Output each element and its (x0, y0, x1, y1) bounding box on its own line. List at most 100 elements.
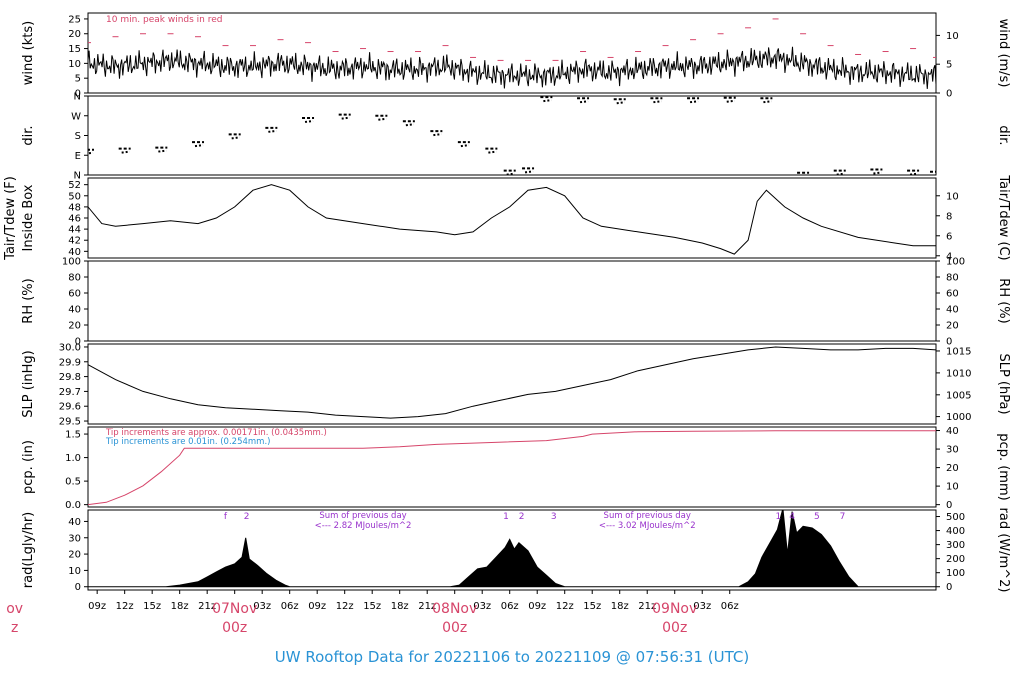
wind-dir-point (543, 99, 552, 103)
date-label-day: 07Nov (212, 601, 257, 617)
temp-ytick-right-label: 10 (946, 191, 959, 202)
rad-ytick-label: 20 (68, 550, 81, 561)
rad-ytick-label: 40 (68, 517, 81, 528)
rh-ytick-right-label: 20 (946, 321, 959, 332)
wind-dir-point (231, 136, 240, 140)
temp-ytick-label: 50 (68, 191, 81, 202)
time-tick-label: 09z (528, 601, 546, 612)
rh-ytick-right-label: 100 (946, 257, 965, 268)
wind-dir-point (616, 101, 625, 105)
rad-marker-label: 5 (814, 512, 820, 522)
wind-dir-point (506, 172, 515, 175)
dir-ylabel: dir. (21, 125, 36, 145)
pcp-ylabel: pcp. (in) (21, 440, 36, 494)
dir-panel-frame (87, 95, 937, 176)
slp-ytick-right-label: 1015 (946, 346, 971, 357)
rad-panel-frame (87, 509, 937, 591)
temp-ytick-right-label: 8 (946, 211, 952, 222)
wind-dir-point (304, 119, 314, 123)
rh-ytick-right-label: 0 (946, 337, 952, 348)
time-tick-label: 06z (721, 601, 739, 612)
rh-ytick-label: 100 (62, 257, 81, 268)
time-tick-label: 06z (501, 601, 519, 612)
rad-ytick-label: 0 (75, 582, 81, 593)
temp-ylabel-right: Tair/Tdew (C) (996, 174, 1011, 260)
temp-ytick-label: 46 (68, 214, 81, 225)
time-tick-label: 12z (556, 601, 574, 612)
wind-dir-point (341, 116, 350, 120)
slp-ytick-label: 29.5 (59, 417, 81, 428)
wind-ytick-label: 15 (68, 44, 81, 55)
rad-ytick-label: 30 (68, 533, 81, 544)
time-tick-label: 21z (198, 601, 216, 612)
rh-ytick-right-label: 40 (946, 305, 959, 316)
radiation-area (88, 510, 936, 588)
wind-ytick-label: 20 (68, 29, 81, 40)
dir-ylabel-right: dir. (996, 125, 1011, 145)
slp-line (88, 346, 936, 419)
rh-ytick-right-label: 60 (946, 289, 959, 300)
wind-ytick-right-label: 5 (946, 60, 952, 71)
date-label-zulu: z (11, 620, 18, 636)
time-tick-label: 21z (418, 601, 436, 612)
temp-plot-area (88, 184, 936, 255)
rh-ytick-right-label: 80 (946, 273, 959, 284)
pcp-line (88, 430, 936, 506)
temp-ytick-label: 42 (68, 236, 81, 247)
temp-ytick-label: 52 (68, 180, 81, 191)
rad-marker-label: 3 (551, 512, 557, 522)
rad-marker-label: 4 (789, 512, 795, 522)
time-tick-label: 09z (308, 601, 326, 612)
wind-dir-point (726, 99, 735, 103)
time-tick-label: 12z (116, 601, 134, 612)
rh-ylabel: RH (%) (21, 278, 36, 323)
wind-dir-point (653, 100, 662, 104)
time-tick-label: 06z (281, 601, 299, 612)
rh-ytick-label: 40 (68, 305, 81, 316)
date-label-zulu: 00z (222, 620, 247, 636)
date-label-zulu: 00z (662, 620, 687, 636)
pcp-ytick-right-label: 30 (946, 445, 959, 456)
wind-panel-frame (87, 12, 937, 94)
wind-ytick-label: 5 (75, 74, 81, 85)
temp-ylabel: Tair/Tdew (F) (3, 176, 18, 261)
dir-ytick-label: S (75, 131, 81, 142)
rad-plot-area (88, 510, 936, 588)
pcp-plot-area (88, 430, 936, 506)
page-title: UW Rooftop Data for 20221106 to 20221109… (274, 648, 750, 666)
pcp-ytick-label: 0.0 (65, 500, 81, 511)
slp-plot-area (88, 346, 936, 419)
slp-panel-frame (87, 343, 937, 425)
wind-ytick-label: 0 (75, 89, 81, 100)
rad-ytick-right-label: 300 (946, 540, 965, 551)
wind-dir-point (378, 117, 387, 121)
pcp-ylabel-right: pcp. (mm) (996, 433, 1011, 500)
slp-ytick-right-label: 1010 (946, 368, 971, 379)
time-tick-label: 03z (253, 601, 271, 612)
slp-ytick-label: 29.6 (59, 402, 81, 413)
slp-ylabel-right: SLP (hPa) (996, 353, 1011, 414)
rad-marker-label: 2 (244, 512, 250, 522)
time-tick-label: 15z (143, 601, 161, 612)
wind-dir-point (909, 172, 919, 175)
temp-ytick-right-label: 4 (946, 251, 952, 262)
date-label-day: ov (6, 601, 23, 617)
rad-ylabel: rad(Lgly/hr) (21, 512, 36, 588)
pcp-panel-frame (87, 426, 937, 508)
temp-ytick-label: 40 (68, 247, 81, 258)
wind-dir-point (836, 172, 845, 175)
date-label-day: 08Nov (432, 601, 477, 617)
time-tick-label: 09z (88, 601, 106, 612)
dir-ytick-label: N (74, 92, 81, 103)
rad-marker-label: 7 (840, 512, 846, 522)
slp-ytick-right-label: 1005 (946, 390, 971, 401)
wind-speed-line (88, 46, 936, 89)
time-tick-label: 18z (391, 601, 409, 612)
date-label-zulu: 00z (442, 620, 467, 636)
wind-ylabel: wind (kts) (21, 21, 36, 85)
pcp-ytick-label: 1.0 (65, 453, 81, 464)
wind-ylabel-right: wind (m/s) (996, 19, 1011, 88)
slp-ylabel: SLP (inHg) (21, 350, 36, 418)
wind-ytick-label: 10 (68, 59, 81, 70)
rh-ytick-label: 20 (68, 321, 81, 332)
